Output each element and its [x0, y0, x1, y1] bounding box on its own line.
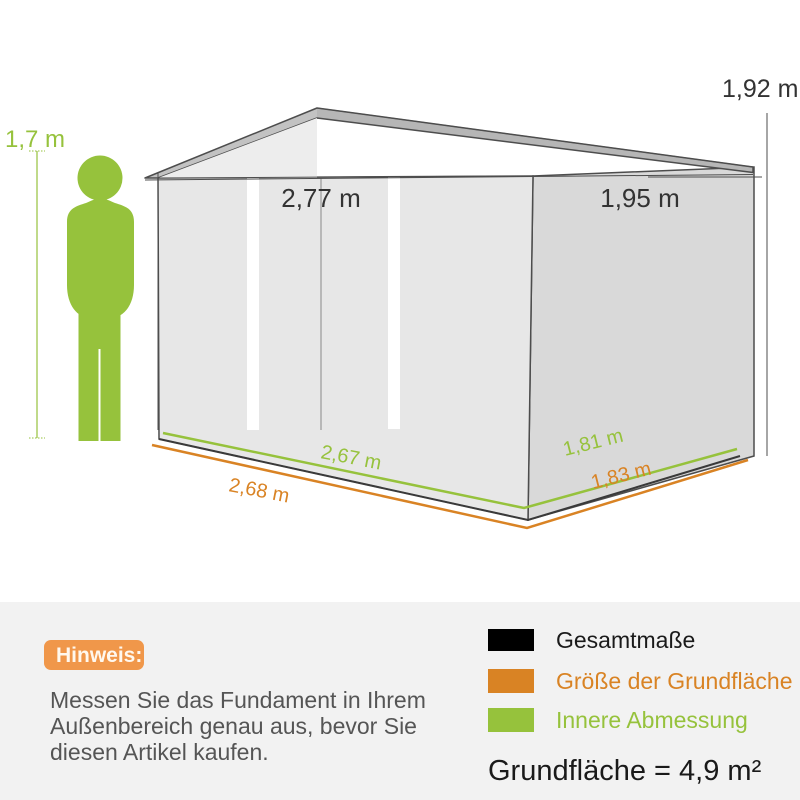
svg-text:Hinweis:: Hinweis: [56, 644, 142, 667]
svg-text:1,7 m: 1,7 m [5, 126, 65, 153]
svg-text:2,68 m: 2,68 m [227, 474, 291, 507]
svg-text:Gesamtmaße: Gesamtmaße [556, 627, 695, 653]
svg-text:Messen Sie das Fundament in Ih: Messen Sie das Fundament in Ihrem [50, 687, 426, 713]
svg-text:Grundfläche = 4,9 m²: Grundfläche = 4,9 m² [488, 755, 762, 787]
svg-text:Größe der Grundfläche: Größe der Grundfläche [556, 668, 793, 694]
svg-text:1,92 m: 1,92 m [722, 75, 798, 103]
svg-text:1,95 m: 1,95 m [600, 183, 680, 213]
svg-text:Außenbereich genau aus, bevor: Außenbereich genau aus, bevor Sie [50, 713, 417, 739]
svg-text:diesen Artikel kaufen.: diesen Artikel kaufen. [50, 739, 269, 765]
svg-text:2,77 m: 2,77 m [281, 183, 361, 213]
svg-text:Innere Abmessung: Innere Abmessung [556, 707, 748, 733]
